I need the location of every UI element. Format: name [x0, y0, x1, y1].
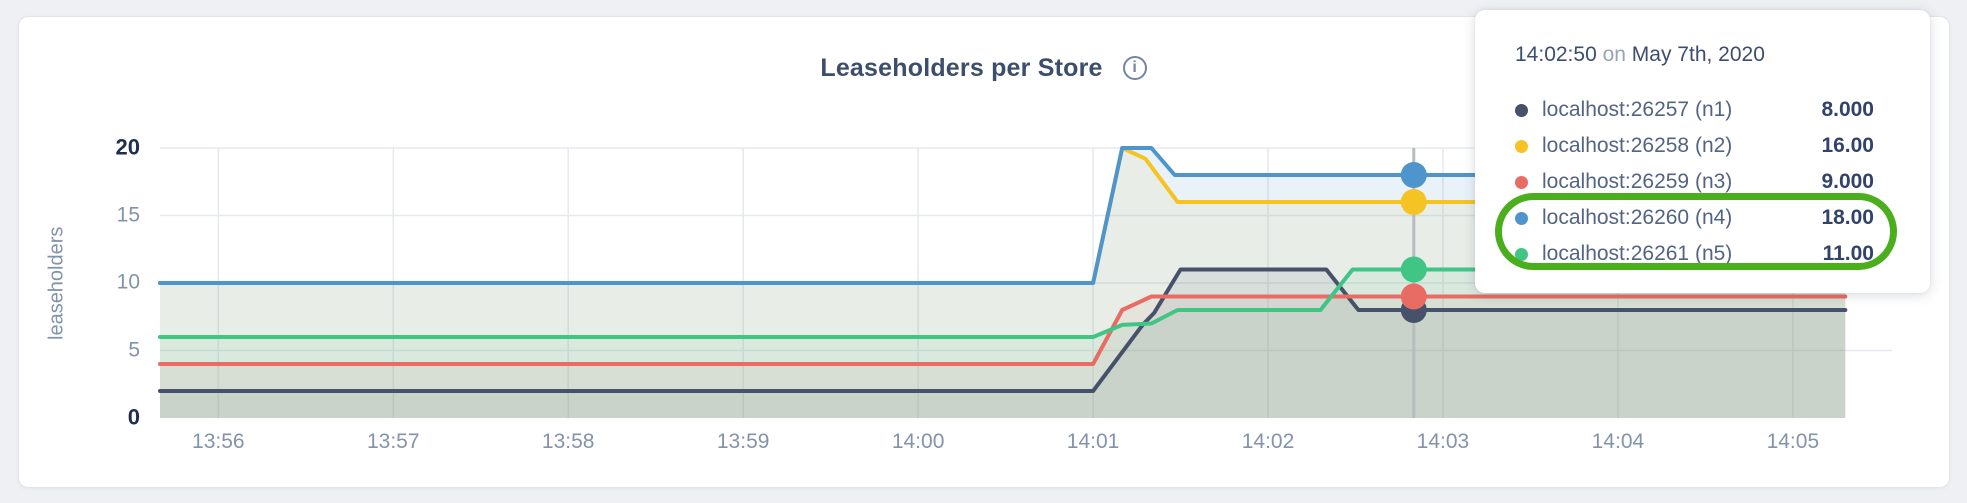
tooltip-series-row: localhost:26259 (n3) 9.000	[1515, 164, 1874, 200]
tooltip-date: May 7th, 2020	[1631, 43, 1765, 66]
series-label: localhost:26260 (n4)	[1542, 206, 1733, 229]
hover-dot	[1400, 162, 1427, 188]
chart-header: Leaseholders per Store i	[0, 52, 1967, 84]
tooltip-series-list: localhost:26257 (n1) 8.000 localhost:26258…	[1515, 92, 1874, 272]
series-value: 18.00	[1821, 206, 1874, 229]
tooltip-time: 14:02:50	[1515, 43, 1597, 66]
hover-tooltip: 14:02:50 on May 7th, 2020 localhost:2625…	[1475, 10, 1930, 293]
series-line	[158, 267, 1848, 393]
tooltip-series-row: localhost:26260 (n4) 18.00	[1515, 200, 1874, 236]
series-color-dot	[1515, 139, 1528, 153]
series-value: 9.000	[1821, 170, 1874, 193]
series-value: 8.000	[1821, 98, 1874, 121]
series-line	[158, 267, 1848, 339]
series-value: 16.00	[1821, 134, 1874, 157]
series-area	[160, 296, 1846, 418]
series-value: 11.00	[1822, 242, 1874, 265]
y-axis-label: leaseholders	[45, 226, 68, 340]
info-icon[interactable]: i	[1122, 56, 1147, 80]
series-label: localhost:26259 (n3)	[1542, 170, 1733, 193]
hover-dot	[1400, 256, 1427, 283]
series-color-dot	[1515, 211, 1528, 225]
chart-title: Leaseholders per Store	[820, 53, 1103, 82]
hover-dot	[1400, 189, 1427, 215]
series-color-dot	[1515, 103, 1528, 117]
tooltip-connector: on	[1602, 43, 1626, 66]
series-area	[160, 269, 1846, 418]
series-color-dot	[1515, 175, 1528, 189]
series-color-dot	[1515, 247, 1528, 261]
series-line	[158, 294, 1848, 366]
series-label: localhost:26257 (n1)	[1542, 98, 1733, 121]
hover-dot	[1400, 283, 1427, 310]
series-line	[158, 146, 1848, 285]
series-label: localhost:26261 (n5)	[1542, 242, 1733, 265]
tooltip-series-row: localhost:26261 (n5) 11.00	[1515, 236, 1874, 272]
tooltip-timestamp: 14:02:50 on May 7th, 2020	[1515, 40, 1874, 70]
series-label: localhost:26258 (n2)	[1542, 134, 1733, 157]
tooltip-series-row: localhost:26257 (n1) 8.000	[1515, 92, 1874, 128]
tooltip-series-row: localhost:26258 (n2) 16.00	[1515, 128, 1874, 164]
